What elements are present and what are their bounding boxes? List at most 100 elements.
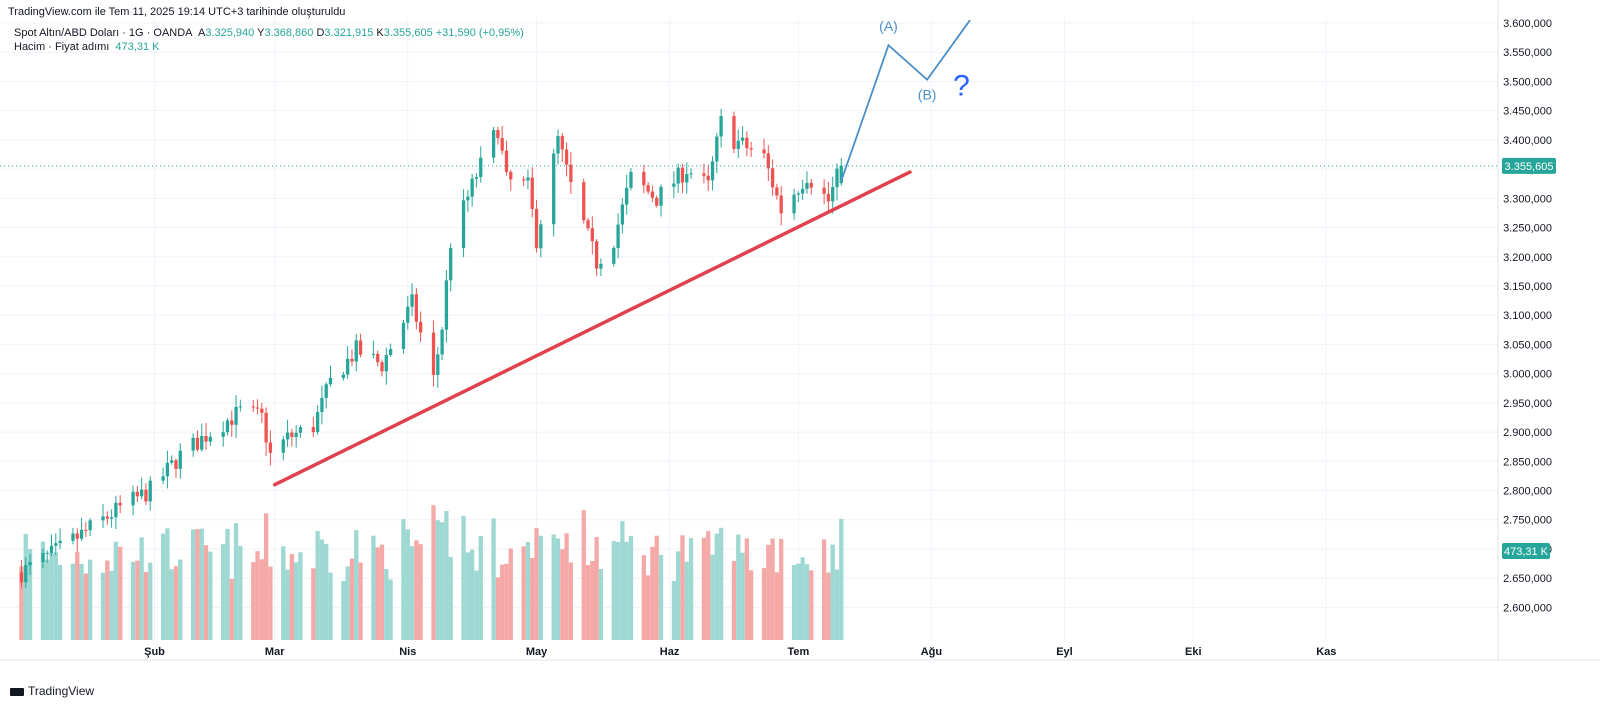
volume-bar	[414, 540, 419, 640]
candle-body	[809, 182, 813, 188]
volume-bar	[701, 537, 707, 640]
x-tick-label: Ağu	[921, 646, 942, 658]
candle-body	[75, 533, 79, 539]
candle-body	[599, 263, 603, 269]
candle	[79, 517, 84, 542]
candle	[775, 183, 779, 200]
candle-body	[191, 437, 195, 451]
volume-bar	[87, 559, 93, 640]
volume-bar	[100, 572, 106, 640]
candle-body	[414, 294, 418, 322]
candle	[324, 382, 328, 409]
candle-body	[225, 420, 230, 433]
candle	[358, 333, 363, 358]
candle-body	[522, 179, 526, 181]
volume-bar	[538, 535, 543, 640]
candle	[526, 169, 530, 190]
volume-bar	[139, 537, 144, 640]
volume-bar	[27, 549, 33, 640]
candle-body	[195, 437, 200, 450]
low-value: 3.321,915	[324, 27, 374, 39]
volume-bar	[178, 559, 183, 640]
candle-body	[431, 332, 436, 375]
candle-body	[88, 520, 92, 531]
candle	[440, 327, 444, 361]
x-tick-label: Tem	[787, 646, 809, 658]
tradingview-logo[interactable]: TradingView	[10, 684, 94, 698]
candle	[612, 245, 616, 267]
candle	[234, 395, 238, 439]
volume-bar	[251, 562, 256, 640]
candle-body	[655, 197, 659, 206]
volume-legend[interactable]: Hacim · Fiyat adımı 473,31 K	[14, 41, 159, 53]
y-tick-label: 3.500,000	[1503, 76, 1552, 88]
candle-body	[822, 187, 826, 194]
candle-body	[341, 374, 346, 378]
tradingview-logo-icon	[10, 687, 24, 696]
volume-bar	[671, 580, 677, 640]
x-tick-label: Şub	[144, 646, 165, 658]
candle-body	[500, 138, 504, 151]
x-tick-label: Eyl	[1056, 646, 1073, 658]
volume-bar	[551, 534, 556, 640]
open-label: A	[197, 27, 206, 39]
candle	[191, 433, 195, 457]
candle-body	[582, 182, 586, 221]
volume-bar	[405, 529, 410, 640]
candle	[45, 550, 49, 563]
symbol-legend[interactable]: Spot Altın/ABD Doları · 1G · OANDA A3.32…	[14, 27, 524, 39]
candle-body	[526, 177, 530, 181]
candle	[19, 559, 24, 588]
candle-body	[479, 157, 483, 178]
volume-bar	[49, 552, 54, 640]
candle	[539, 219, 543, 258]
volume-bar	[590, 560, 595, 640]
candle	[805, 171, 809, 194]
volume-bar	[358, 562, 363, 640]
volume-bar	[208, 551, 213, 640]
candle	[436, 346, 440, 388]
candle	[534, 199, 539, 253]
candle	[616, 213, 620, 259]
volume-bar	[474, 570, 479, 640]
y-tick-label: 3.050,000	[1503, 339, 1552, 351]
candle	[41, 548, 45, 569]
volume-bar	[435, 520, 440, 640]
candle	[599, 258, 603, 276]
candle-body	[255, 407, 260, 409]
candle-body	[328, 377, 333, 385]
volume-bar	[324, 543, 329, 640]
volume-bar	[203, 545, 209, 640]
candle	[569, 152, 573, 194]
volume-bar	[294, 562, 299, 640]
candle-body	[281, 439, 285, 453]
candle-body	[148, 480, 152, 502]
candle-body	[358, 340, 363, 355]
candle	[719, 108, 723, 148]
volume-bar	[173, 566, 179, 640]
candle	[225, 418, 230, 436]
candle	[328, 365, 333, 387]
volume-bar	[298, 552, 303, 640]
volume-bar	[568, 562, 574, 640]
candle-body	[401, 322, 406, 350]
candle-body	[612, 248, 616, 264]
volume-bar	[311, 568, 316, 640]
candle	[264, 407, 268, 456]
volume-bar	[680, 535, 685, 640]
candle-body	[251, 406, 255, 408]
volume-bar	[650, 546, 655, 640]
candle	[706, 164, 710, 191]
y-tick-label: 3.200,000	[1503, 252, 1552, 264]
volume-bar	[431, 505, 436, 640]
candle	[174, 458, 178, 478]
candle	[109, 509, 114, 528]
volume-bar	[195, 529, 200, 640]
current-price-label: 3.355,605	[1505, 161, 1554, 173]
volume-bar	[409, 546, 415, 640]
volume-bar	[779, 538, 784, 640]
candle-body	[504, 150, 509, 172]
volume-bar	[345, 566, 350, 640]
candle	[260, 402, 264, 424]
